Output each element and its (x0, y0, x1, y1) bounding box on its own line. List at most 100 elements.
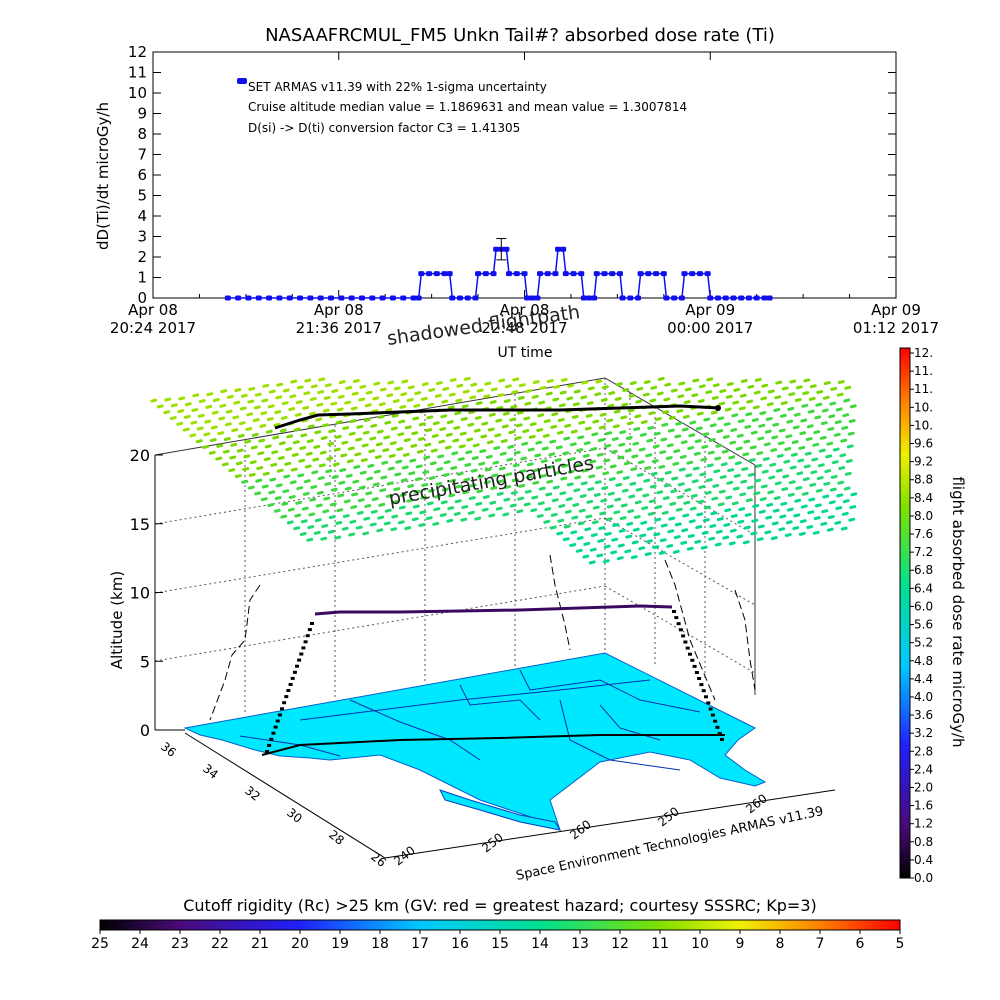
particle-mark (710, 410, 718, 415)
particle-mark (247, 399, 255, 404)
particle-mark (332, 462, 340, 467)
particle-mark (524, 401, 532, 406)
annotation-3: D(si) -> D(ti) conversion factor C3 = 1.… (248, 121, 520, 135)
particle-mark (470, 468, 478, 473)
particle-mark (726, 382, 734, 387)
particle-mark (211, 410, 219, 415)
particle-mark (322, 509, 330, 514)
particle-mark (728, 455, 736, 460)
data-point (245, 295, 252, 301)
ascent-point (288, 683, 293, 686)
particle-mark (708, 438, 716, 442)
particle-mark (770, 536, 778, 541)
particle-mark (476, 489, 484, 494)
particle-mark (362, 531, 370, 536)
particle-mark (620, 503, 628, 508)
particle-mark (350, 406, 358, 411)
particle-mark (471, 456, 479, 460)
particle-mark (768, 475, 776, 480)
particle-mark (630, 467, 638, 472)
particle-mark (613, 409, 621, 414)
rigidity-colorbar-tick-label: 23 (171, 936, 189, 952)
particle-mark (517, 395, 525, 400)
particle-mark (709, 524, 717, 528)
particle-mark (848, 517, 856, 522)
particle-mark (315, 417, 323, 422)
particle-mark (462, 490, 470, 495)
particle-mark (249, 460, 257, 465)
particle-mark (386, 481, 394, 486)
particle-mark (624, 448, 632, 453)
particle-mark (414, 391, 422, 396)
particle-mark (308, 512, 316, 517)
particle-mark (844, 471, 852, 476)
particle-mark (823, 381, 831, 386)
particle-mark (465, 450, 473, 455)
particle-mark (275, 395, 283, 400)
particle-mark (660, 437, 668, 442)
particle-mark (573, 488, 581, 493)
particle-mark (490, 387, 498, 392)
particle-mark (361, 443, 369, 448)
particle-mark (509, 417, 517, 422)
particle-mark (323, 395, 331, 400)
particle-mark (572, 402, 580, 407)
particle-mark (434, 393, 442, 398)
particle-mark (703, 505, 711, 510)
particle-mark (318, 463, 326, 468)
x-tick-label: Apr 09 (685, 301, 735, 319)
particle-mark (378, 402, 386, 407)
particle-mark (717, 416, 725, 421)
particle-mark (440, 500, 448, 505)
particle-mark (268, 389, 276, 394)
particle-mark (805, 437, 813, 441)
data-point (593, 271, 600, 277)
particle-mark (724, 407, 732, 412)
dose-colorbar-tick-label: 4.0 (914, 690, 933, 704)
particle-mark (709, 423, 717, 428)
particle-mark (481, 507, 489, 512)
ascent-point (310, 622, 314, 625)
particle-mark (309, 497, 317, 502)
particle-mark (289, 394, 297, 399)
particle-mark (363, 516, 371, 521)
particle-mark (588, 560, 596, 565)
particle-mark (285, 447, 293, 452)
particle-mark (834, 520, 842, 525)
particle-mark (371, 497, 379, 502)
particle-mark (841, 511, 849, 516)
particle-mark (812, 442, 820, 447)
shadow-end-marker (715, 405, 721, 411)
particle-mark (763, 442, 771, 447)
particle-mark (412, 504, 420, 509)
particle-mark (836, 392, 844, 397)
particle-mark (686, 460, 694, 465)
particle-mark (413, 489, 421, 494)
ascent-point (280, 707, 284, 711)
particle-mark (508, 430, 516, 435)
particle-mark (398, 419, 406, 424)
particle-mark (719, 389, 727, 393)
particle-mark (449, 478, 457, 483)
data-point (506, 271, 513, 277)
particle-mark (383, 435, 391, 440)
particle-mark (726, 480, 734, 485)
particle-mark (397, 432, 405, 437)
z-tick-label: 20 (130, 446, 150, 465)
data-point (580, 295, 587, 301)
particle-mark (334, 434, 342, 439)
particle-mark (722, 535, 730, 540)
particle-mark (718, 489, 726, 494)
particle-mark (734, 461, 742, 466)
particle-mark (393, 487, 401, 492)
dose-colorbar-label: flight absorbed dose rate microGy/h (949, 476, 967, 747)
particle-mark (453, 511, 461, 516)
particle-mark (730, 514, 738, 518)
particle-mark (306, 439, 314, 444)
particle-mark (807, 409, 815, 414)
particle-mark (693, 451, 701, 456)
ascent-point (277, 713, 282, 717)
particle-mark (774, 481, 782, 486)
particle-mark (634, 500, 642, 505)
